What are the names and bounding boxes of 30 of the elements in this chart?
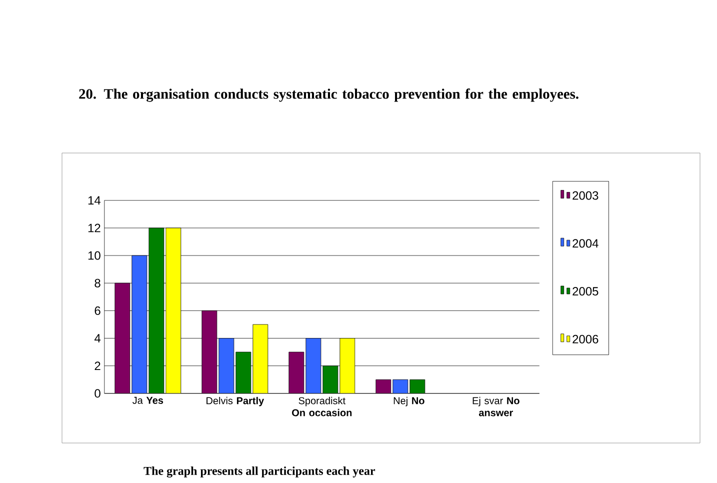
- bar: [166, 228, 182, 394]
- y-tick-label: 0: [94, 389, 100, 398]
- x-tick-label: Sporadiskt On occasion: [292, 396, 352, 416]
- legend-label: 2004: [572, 239, 598, 248]
- bar: [340, 338, 356, 394]
- bar: [410, 379, 426, 394]
- y-tick-label: 4: [94, 334, 101, 342]
- bar: [202, 310, 218, 394]
- bar: [288, 352, 304, 394]
- y-tick-label: 2: [94, 362, 100, 370]
- bar: [376, 379, 392, 394]
- x-tick-label: Ja Yes: [132, 396, 164, 404]
- bar: [148, 228, 164, 394]
- legend-label: 2003: [572, 191, 598, 200]
- legend-label: 2005: [572, 287, 598, 296]
- bar: [252, 324, 268, 394]
- x-tick-label: Ej svar No answer: [472, 396, 520, 416]
- y-tick-label: 10: [88, 251, 100, 260]
- bar: [322, 366, 338, 394]
- text: The graph presents all participants each year: [144, 466, 376, 478]
- legend-label: 2006: [572, 334, 598, 344]
- y-tick-label: 6: [94, 306, 100, 315]
- x-tick-label: Nej No: [394, 396, 424, 406]
- chart-title: 20. The organisation conducts systematic tobacco prevention for the employees.: [79, 88, 578, 102]
- y-tick-label: 12: [88, 224, 100, 232]
- y-tick-label: 8: [94, 278, 100, 288]
- bar: [236, 352, 252, 394]
- y-tick-label: 14: [88, 196, 101, 205]
- bar: [114, 282, 130, 394]
- x-tick-label: Delvis Partly: [206, 396, 264, 406]
